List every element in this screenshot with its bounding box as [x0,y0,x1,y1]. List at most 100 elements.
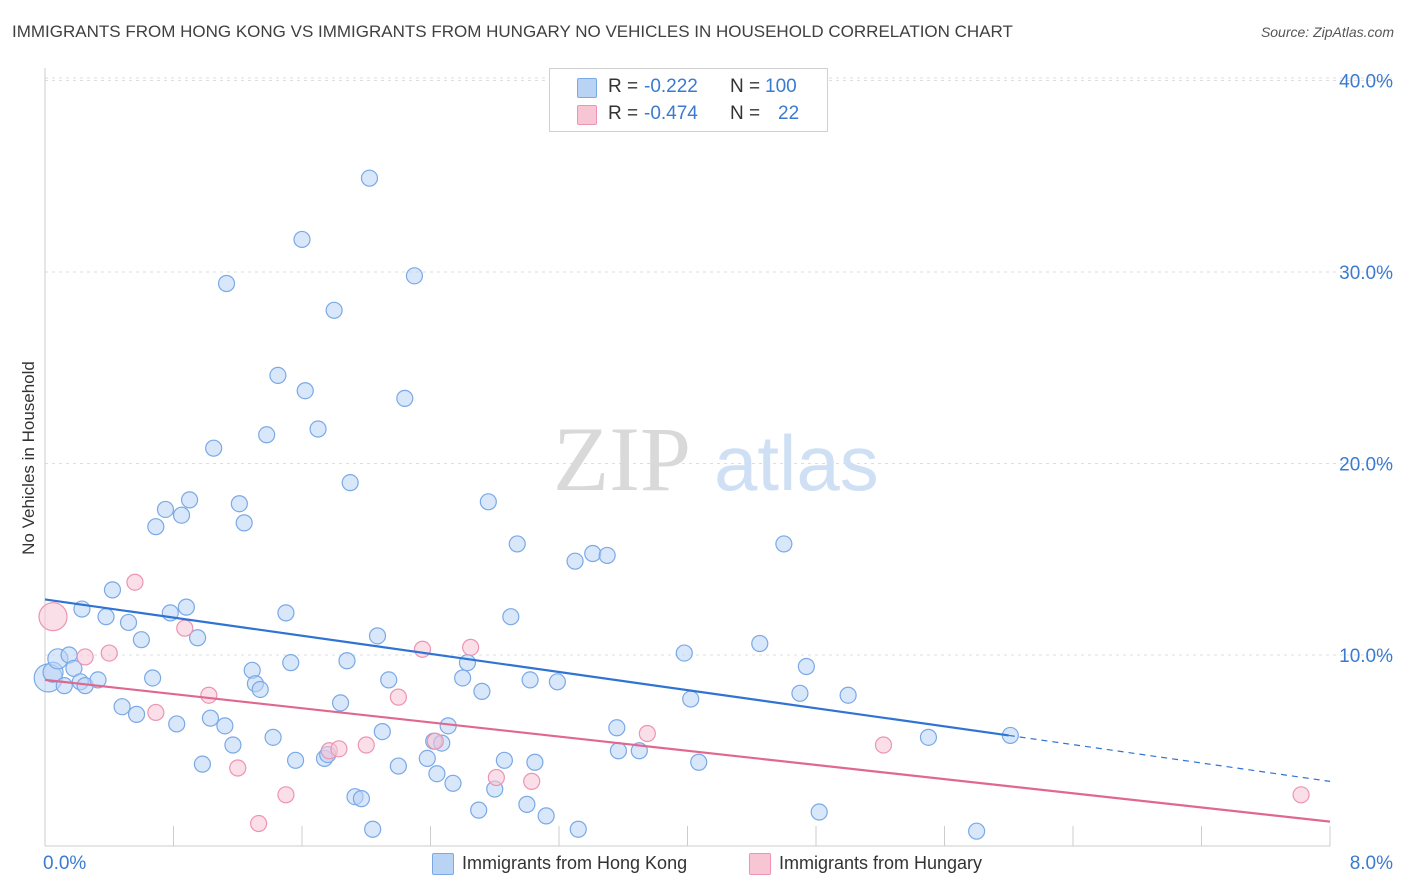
point-hongkong [454,669,472,687]
point-hongkong [675,644,693,662]
trend-line-hungary [44,678,1331,823]
point-hongkong [797,657,815,676]
point-hongkong [584,544,602,563]
point-hongkong [172,506,191,524]
legend-swatch-hongkong [577,78,597,98]
series-swatch-hungary [749,853,771,875]
point-hongkong [751,634,769,653]
legend-row-hungary: R = -0.474 N = 22 [550,101,827,127]
y-tick-label: 30.0% [1339,263,1393,284]
point-hungary [874,736,893,754]
correlation-legend: R = -0.222 N = 100 R = -0.474 N = 22 [549,68,828,132]
point-hongkong [775,535,793,553]
trend-line-hongkong [44,598,1009,737]
point-hongkong [89,671,107,689]
point-hungary [357,736,375,754]
point-hongkong [113,698,131,716]
point-hongkong [168,715,186,733]
point-hongkong [147,518,165,536]
point-hongkong [264,728,282,746]
y-axis-label: No Vehicles in Household [19,361,38,555]
point-hongkong [968,822,986,840]
point-hongkong [389,757,407,775]
point-hongkong [103,581,122,599]
x-tick-label: 0.0% [43,853,86,874]
point-hongkong [55,677,73,695]
point-hongkong [144,669,162,687]
point-hongkong [235,514,253,532]
point-hongkong [338,652,356,670]
watermark-zip: ZIP [553,408,691,510]
y-tick-label: 10.0% [1339,646,1393,667]
point-hungary [38,602,68,632]
point-hungary [76,648,94,666]
legend-r-label: R = [608,103,639,124]
point-hongkong [791,684,809,702]
point-hungary [426,732,444,750]
point-hongkong [548,673,566,691]
trend-lines [44,598,1331,823]
point-hongkong [502,608,520,626]
point-hongkong [193,755,212,773]
x-tick-label: 8.0% [1350,853,1393,874]
point-hongkong [251,680,269,699]
point-hungary [200,686,218,704]
point-hongkong [919,728,938,746]
point-hongkong [180,491,199,509]
point-hongkong [508,535,526,553]
point-hongkong [325,301,343,319]
point-hongkong [269,366,287,385]
legend-swatch-hungary [577,105,597,125]
data-points [33,169,1310,840]
point-hongkong [537,807,555,825]
legend-n-label: N = [730,103,761,124]
point-hongkong [277,604,295,622]
point-hongkong [458,654,477,672]
point-hungary [462,638,480,656]
point-hongkong [396,389,414,407]
point-hongkong [177,598,195,616]
point-hongkong [682,690,700,708]
series-swatch-hongkong [432,853,454,875]
legend-n-value: 22 [778,103,800,124]
watermark-atlas: atlas [714,419,879,507]
legend-n-value: 100 [765,76,797,97]
point-hongkong [282,654,300,672]
point-hungary [100,644,118,662]
point-hongkong [405,267,424,285]
point-hongkong [230,495,248,513]
point-hungary [638,724,656,743]
point-hongkong [224,736,242,754]
y-tick-label: 20.0% [1339,455,1393,476]
point-hongkong [608,719,626,737]
point-hongkong [479,493,497,511]
point-hungary [229,759,247,777]
series-label-hungary: Immigrants from Hungary [779,853,983,873]
source-label: Source: ZipAtlas.com [1260,24,1394,40]
grid-lines [45,77,1395,656]
y-tick-label: 40.0% [1339,72,1393,93]
point-hongkong [119,613,138,632]
point-hongkong [690,753,708,771]
legend-r-label: R = [608,76,639,97]
point-hongkong [364,820,382,838]
point-hongkong [286,751,305,769]
point-hungary [413,640,432,658]
point-hongkong [258,426,276,444]
trend-line-hongkong-extension [1008,734,1331,782]
point-hongkong [473,682,491,700]
point-hongkong [566,552,584,570]
point-hongkong [839,686,857,704]
point-hongkong [216,717,234,735]
point-hungary [330,740,348,758]
point-hongkong [331,694,350,712]
point-hongkong [380,671,398,689]
point-hongkong [201,709,220,727]
point-hongkong [470,801,488,819]
legend-row-hongkong: R = -0.222 N = 100 [550,74,827,100]
point-hungary [487,768,505,787]
point-hongkong [428,765,446,783]
point-hongkong [526,753,544,771]
point-hungary [523,772,541,790]
